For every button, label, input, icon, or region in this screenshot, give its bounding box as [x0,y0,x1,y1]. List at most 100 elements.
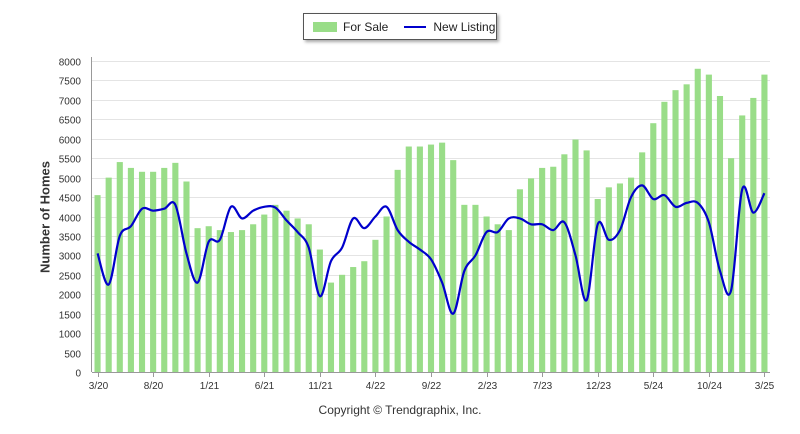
x-tick-label: 8/20 [144,381,164,392]
bar-for-sale [216,230,223,372]
bar-for-sale [494,224,501,372]
bar-for-sale [605,187,612,372]
y-axis-title: Number of Homes [37,161,53,273]
chart-legend: For Sale New Listing [303,13,497,40]
bar-for-sale [383,216,390,372]
bar-for-sale [161,167,168,372]
bar-for-sale [628,177,635,373]
bar-for-sale [116,162,123,372]
y-tick-label: 1500 [59,311,82,322]
y-tick-label: 7000 [59,97,82,108]
x-tick-label: 9/22 [422,381,442,392]
y-tick-label: 1000 [59,330,82,341]
x-tick-label: 10/24 [697,381,722,392]
y-tick-label: 5000 [59,175,82,186]
new-listing-swatch [404,25,427,28]
legend-item-for-sale: For Sale [313,20,388,34]
x-tick-label: 5/24 [644,381,664,392]
bar-for-sale [661,101,668,372]
bar-for-sale [561,154,568,372]
bar-for-sale [728,158,735,372]
bar-for-sale [261,214,268,372]
new-listing-line-layer [96,184,766,315]
y-tick-label: 2500 [59,272,82,283]
new-listing-line [96,184,766,315]
bar-for-sale [327,282,335,372]
bar-for-sale [238,230,246,372]
bar-for-sale [694,68,701,372]
bar-for-sale [516,189,523,372]
copyright-notice: Copyright © Trendgraphix, Inc. [318,403,482,417]
bar-for-sale [416,146,423,372]
x-tick-label: 4/22 [366,381,386,392]
bar-for-sale [461,204,468,372]
bar-for-sale [205,226,212,372]
bar-for-sale [505,230,512,372]
for-sale-bars [94,68,768,373]
y-tick-label: 0 [75,369,81,380]
bar-for-sale [105,177,112,373]
bar-for-sale [227,232,234,372]
bar-for-sale [183,181,190,372]
bar-for-sale [94,195,101,372]
bar-for-sale [716,95,724,373]
bar-for-sale [483,216,490,372]
y-tick-label: 4500 [59,194,82,205]
x-tick-label: 6/21 [255,381,275,392]
axes: 0 500 1000 1500 2000 2500 3000 3500 4000 4500 5000… [59,57,775,392]
bar-for-sale [394,169,401,372]
bar-for-sale [250,224,257,372]
bar-for-sale [594,199,601,372]
x-tick-label: 2/23 [478,381,498,392]
y-tick-label: 3500 [59,233,82,244]
bar-for-sale [450,160,457,372]
bar-for-sale [150,171,157,372]
bar-for-sale [639,152,646,372]
bar-for-sale [361,261,368,372]
bar-for-sale [283,210,290,372]
bar-for-sale [372,239,379,372]
bar-for-sale [350,267,357,372]
legend-item-new-listing: New Listing [404,20,495,34]
bar-for-sale [750,97,757,373]
y-tick-label: 3000 [59,252,82,263]
bar-for-sale [127,167,134,372]
x-tick-label: 12/23 [586,381,611,392]
bar-for-sale [194,228,201,372]
bar-for-sale [761,74,768,373]
bar-for-sale [305,224,312,372]
bar-for-sale [739,115,746,373]
bar-for-sale [439,142,446,372]
x-tick-label: 7/23 [533,381,553,392]
bar-for-sale [172,162,179,372]
bar-for-sale [527,178,535,372]
bar-for-sale [472,204,479,372]
bar-for-sale [405,146,412,372]
legend-label-for-sale: For Sale [343,19,389,34]
bar-for-sale [550,166,557,372]
bar-for-sale [672,90,679,372]
x-tick-label: 3/25 [755,381,775,392]
bar-for-sale [272,204,279,372]
x-tick-label: 1/21 [200,381,220,392]
y-tick-label: 7500 [59,77,82,88]
x-tick-label: 3/20 [89,381,109,392]
bar-for-sale [650,123,657,372]
y-tick-label: 5500 [59,155,82,166]
x-tick-label: 11/21 [308,381,333,392]
bar-for-sale [316,249,323,372]
bar-for-sale [294,218,301,372]
bar-for-sale [683,84,690,372]
bar-for-sale [539,167,546,372]
y-tick-label: 6000 [59,136,82,147]
y-tick-label: 8000 [59,58,82,69]
bar-for-sale [616,183,623,372]
for-sale-swatch [313,21,337,32]
bar-for-sale [138,171,146,372]
y-tick-label: 2000 [59,291,82,302]
y-tick-label: 4000 [59,214,82,225]
legend-label-new-listing: New Listing [433,19,496,34]
bar-for-sale [583,150,590,372]
bar-for-sale [339,274,346,372]
